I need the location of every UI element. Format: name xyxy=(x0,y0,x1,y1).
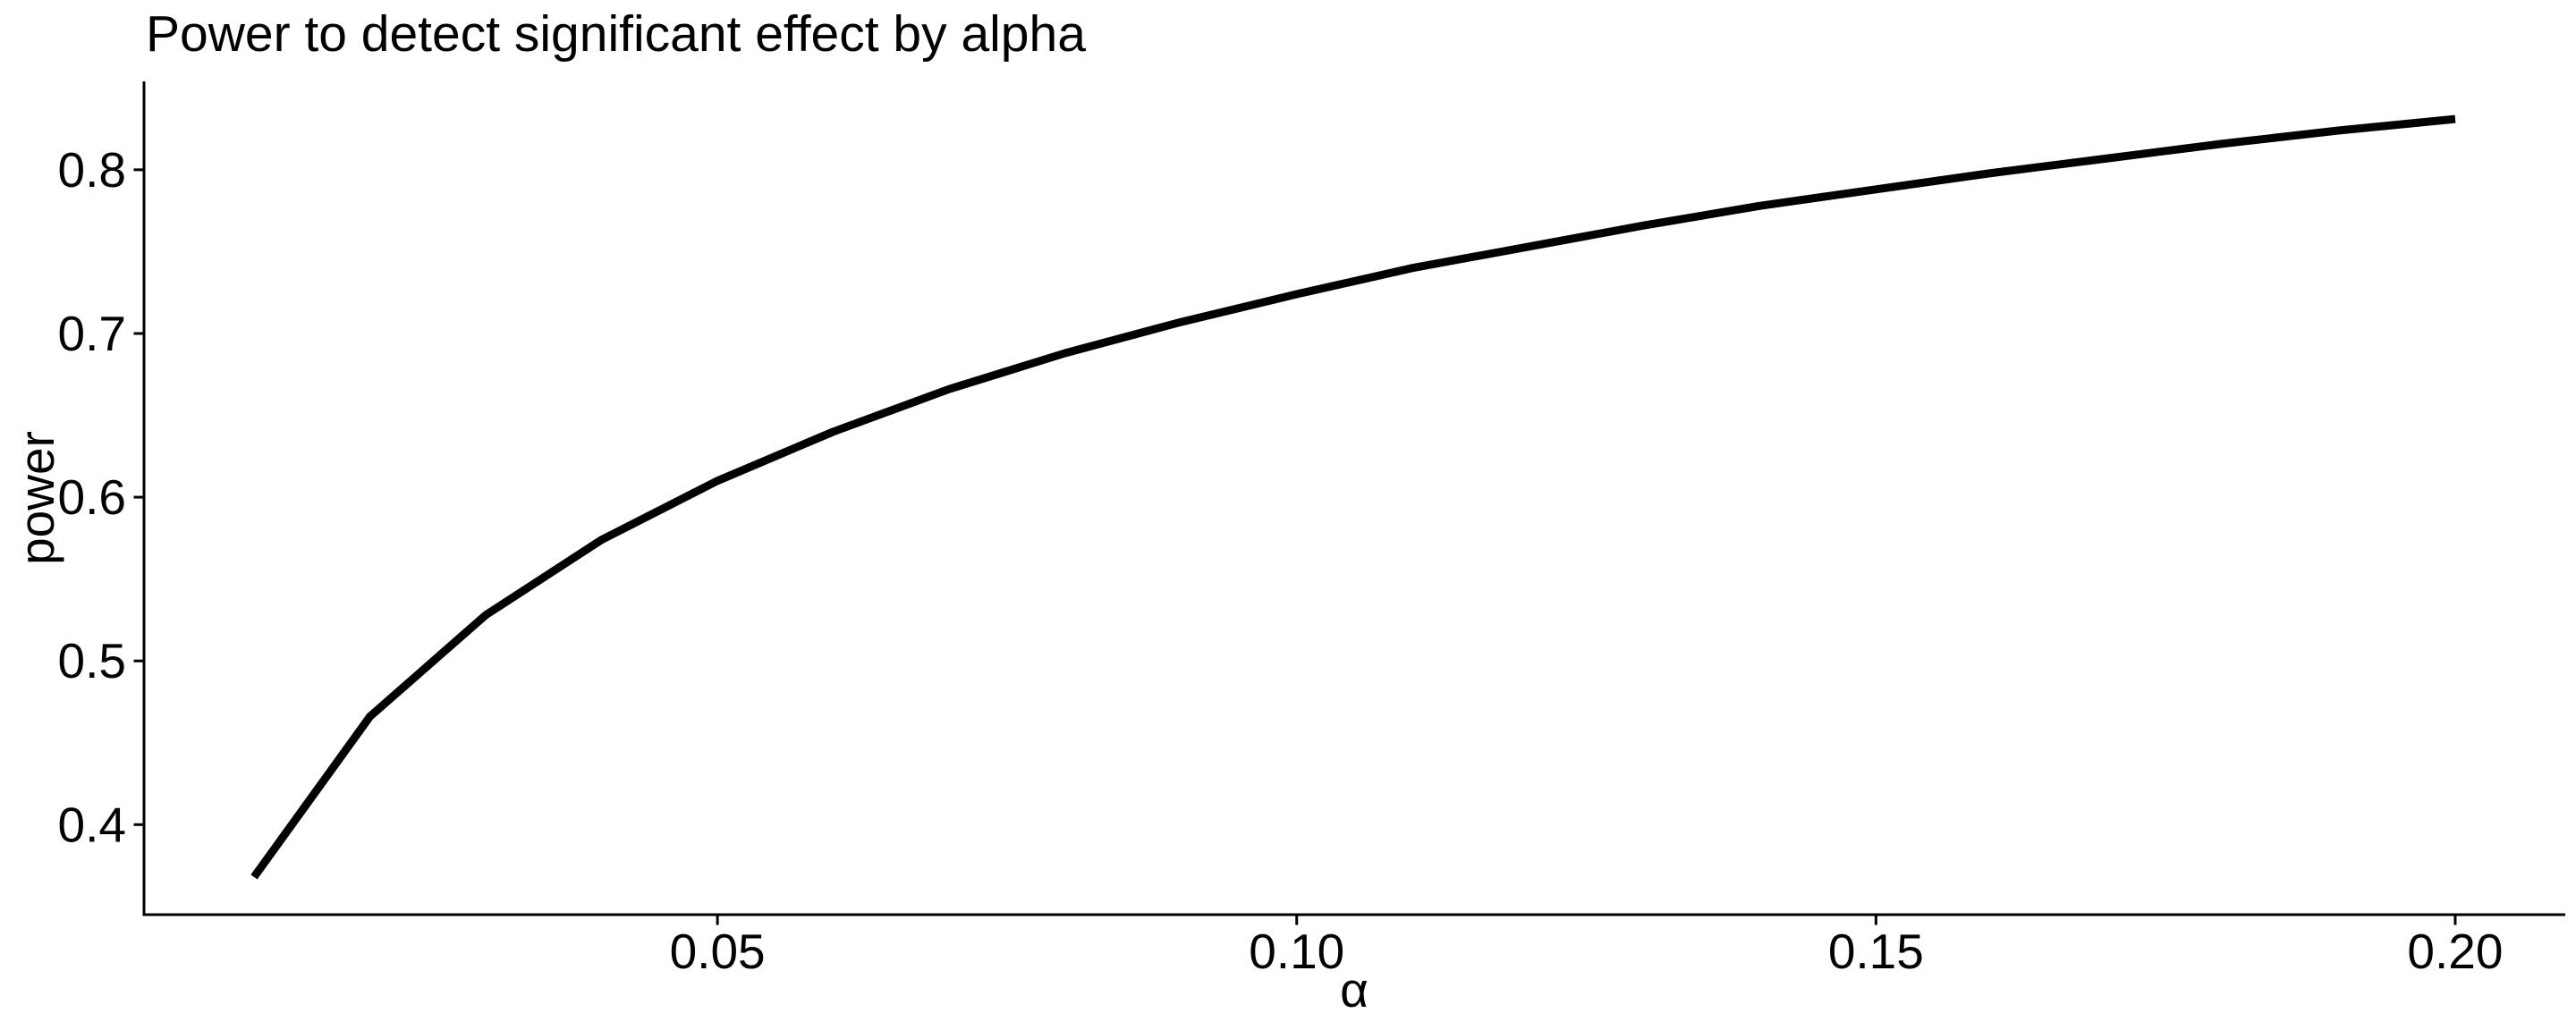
y-axis-title: power xyxy=(9,431,64,565)
x-axis-title: α xyxy=(1340,962,1368,1017)
y-tick-label: 0.8 xyxy=(58,142,126,198)
plot-title: Power to detect significant effect by al… xyxy=(146,5,1086,63)
power-curve-line xyxy=(250,114,2456,880)
x-tick-label: 0.10 xyxy=(1249,924,1344,979)
x-axis: 0.05 0.10 0.15 0.20 α xyxy=(142,913,2565,1017)
y-tick-label: 0.7 xyxy=(58,306,126,361)
x-axis-ticks: 0.05 0.10 0.15 0.20 xyxy=(670,916,2503,979)
x-tick-label: 0.15 xyxy=(1828,924,1924,979)
y-tick-label: 0.5 xyxy=(58,633,126,688)
x-tick-label: 0.20 xyxy=(2407,924,2503,979)
y-tick-label: 0.4 xyxy=(58,797,126,852)
y-axis-ticks: 0.4 0.5 0.6 0.7 0.8 xyxy=(58,142,143,852)
y-tick-label: 0.6 xyxy=(58,469,126,525)
y-axis: 0.4 0.5 0.6 0.7 0.8 power xyxy=(9,81,146,916)
x-tick-label: 0.05 xyxy=(670,924,766,979)
